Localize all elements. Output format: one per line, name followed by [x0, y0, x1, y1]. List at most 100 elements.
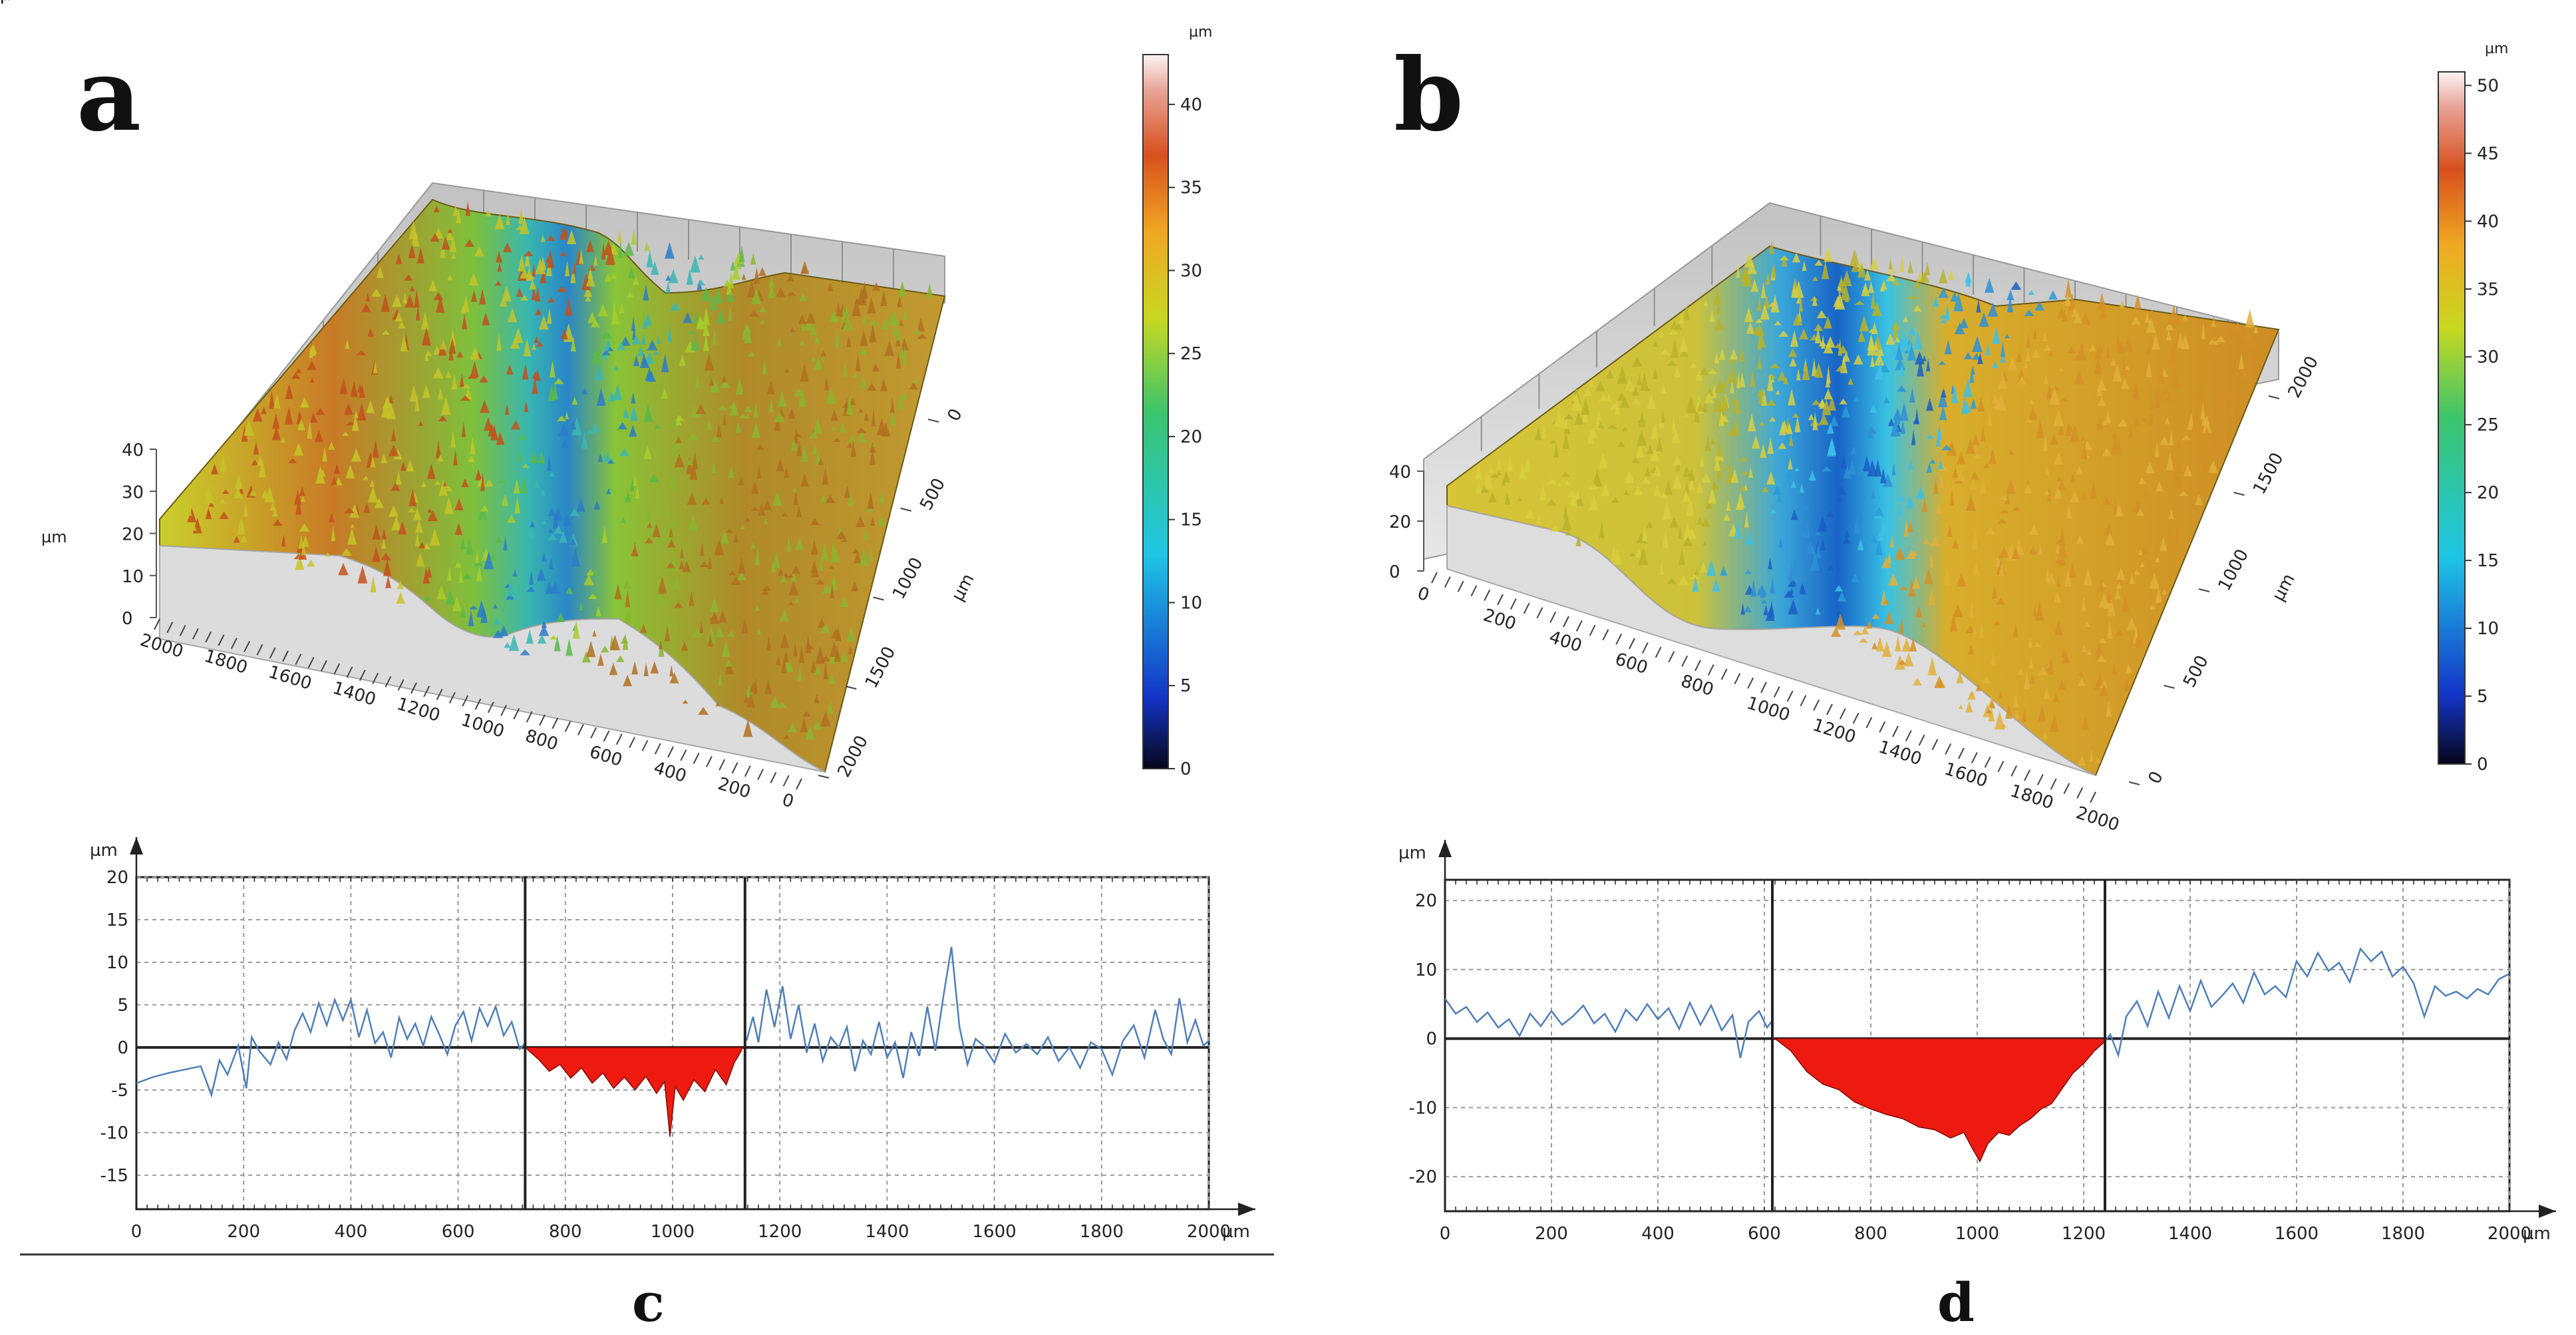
surface-spike-a: [631, 546, 639, 556]
surface-spike-b: [1952, 467, 1959, 478]
surface-spike-b: [2078, 677, 2086, 686]
surface-spike-a: [450, 431, 456, 448]
surface-spike-a: [331, 525, 336, 542]
surface-b-z-tick-label: 0: [1389, 562, 1400, 582]
surface-spike-a: [800, 363, 809, 382]
surface-spike-a: [468, 609, 474, 627]
surface-spike-b: [1740, 602, 1745, 615]
surface-spike-a: [796, 441, 802, 457]
surface-spike-a: [777, 702, 787, 708]
surface-spike-b: [2041, 331, 2048, 342]
profile-d-y-tick-label: 10: [1415, 960, 1437, 980]
surface-spike-b: [1796, 368, 1801, 381]
surface-spike-a: [859, 549, 869, 566]
surface-spike-b: [1979, 312, 1989, 327]
surface-spike-a: [299, 397, 309, 408]
surface-spike-a: [485, 479, 494, 486]
surface-spike-b: [2067, 346, 2076, 353]
surface-spike-b: [2089, 748, 2094, 762]
surface-spike-b: [1882, 598, 1890, 604]
surface-spike-a: [445, 590, 455, 604]
surface-spike-b: [1995, 556, 2001, 567]
surface-spike-a: [510, 337, 520, 349]
surface-spike-a: [673, 602, 684, 608]
surface-spike-a: [597, 304, 609, 317]
profile-d-x-tick-label: 1200: [2062, 1224, 2106, 1244]
surface-spike-b: [2087, 648, 2092, 656]
surface-spike-b: [2134, 417, 2141, 426]
profile-d-x-tick-label: 600: [1748, 1224, 1781, 1244]
surface-spike-b: [1880, 280, 1888, 290]
surface-spike-b: [1891, 463, 1896, 476]
surface-spike-b: [2143, 491, 2148, 496]
surface-spike-a: [693, 312, 699, 324]
surface-spike-b: [1791, 581, 1802, 598]
surface-spike-a: [416, 552, 424, 567]
surface-a-x-minor-tick: [385, 675, 392, 687]
surface-spike-b: [1518, 463, 1527, 480]
surface-spike-b: [2011, 547, 2020, 560]
surface-spike-a: [349, 504, 360, 518]
surface-spike-a: [299, 486, 305, 496]
surface-spike-b: [2096, 343, 2104, 353]
surface-spike-b: [2118, 418, 2129, 427]
surface-spike-a: [717, 405, 727, 411]
surface-spike-a: [252, 407, 263, 422]
surface-spike-a: [704, 353, 715, 371]
surface-b-y-tick: [2268, 395, 2280, 399]
surface-spike-a: [897, 393, 903, 410]
surface-b-x-minor-tick: [1602, 629, 1609, 641]
surface-spike-b: [2201, 456, 2209, 475]
surface-spike-b: [2050, 433, 2058, 445]
surface-spike-b: [1861, 626, 1869, 635]
surface-spike-a: [272, 506, 278, 517]
surface-spike-a: [770, 560, 776, 572]
surface-spike-b: [1617, 392, 1627, 401]
surface-a-x-minor-tick: [410, 682, 417, 694]
surface-spike-a: [860, 345, 867, 355]
surface-spike-a: [661, 388, 669, 399]
surface-spike-a: [532, 262, 536, 277]
surface-spike-b: [1792, 413, 1800, 418]
surface-spike-b: [1929, 557, 1934, 568]
surface-spike-b: [1667, 578, 1677, 584]
surface-spike-a: [408, 508, 415, 512]
surface-spike-b: [1695, 367, 1703, 381]
surface-b-x-axis-label: µm: [0, 0, 28, 5]
surface-spike-a: [528, 280, 537, 290]
surface-spike-b: [1769, 417, 1776, 422]
surface-spike-b: [1926, 463, 1933, 473]
colorbar-b-tick-label: 40: [2477, 212, 2499, 232]
profile-d-groove-area: [1774, 1038, 2106, 1163]
surface-spike-b: [1934, 675, 1945, 688]
surface-spike-b: [1991, 586, 1998, 599]
surface-spike-a: [530, 451, 538, 463]
surface-spike-a: [441, 236, 450, 250]
surface-b-x-tick-label: 400: [1547, 627, 1584, 656]
surface-spike-a: [616, 655, 625, 663]
surface-spike-a: [782, 651, 790, 663]
surface-spike-a: [793, 490, 799, 505]
surface-spike-b: [1881, 640, 1892, 658]
surface-spike-a: [913, 329, 922, 334]
surface-spike-a: [797, 666, 802, 681]
surface-spike-b: [1946, 441, 1957, 456]
profile-c-x-tick-label: 600: [442, 1222, 475, 1242]
surface-spike-a: [371, 288, 382, 297]
surface-spike-b: [1884, 610, 1894, 625]
surface-spike-b: [1784, 590, 1794, 598]
surface-spike-a: [432, 367, 444, 379]
panel-label-d: d: [1937, 1271, 1975, 1334]
surface-spike-a: [453, 449, 458, 466]
surface-spike-a: [281, 534, 286, 547]
surface-spike-a: [790, 326, 796, 333]
surface-spike-b: [1985, 344, 1991, 355]
surface-spike-a: [738, 245, 745, 262]
surface-spike-a: [848, 646, 854, 654]
surface-spike-a: [422, 384, 430, 398]
surface-spike-b: [2193, 401, 2201, 405]
surface-b-y-axis-label: µm: [2269, 570, 2299, 604]
surface-spike-b: [1851, 574, 1859, 582]
colorbar-a-bar: [1142, 54, 1169, 769]
surface-spike-a: [620, 336, 631, 346]
